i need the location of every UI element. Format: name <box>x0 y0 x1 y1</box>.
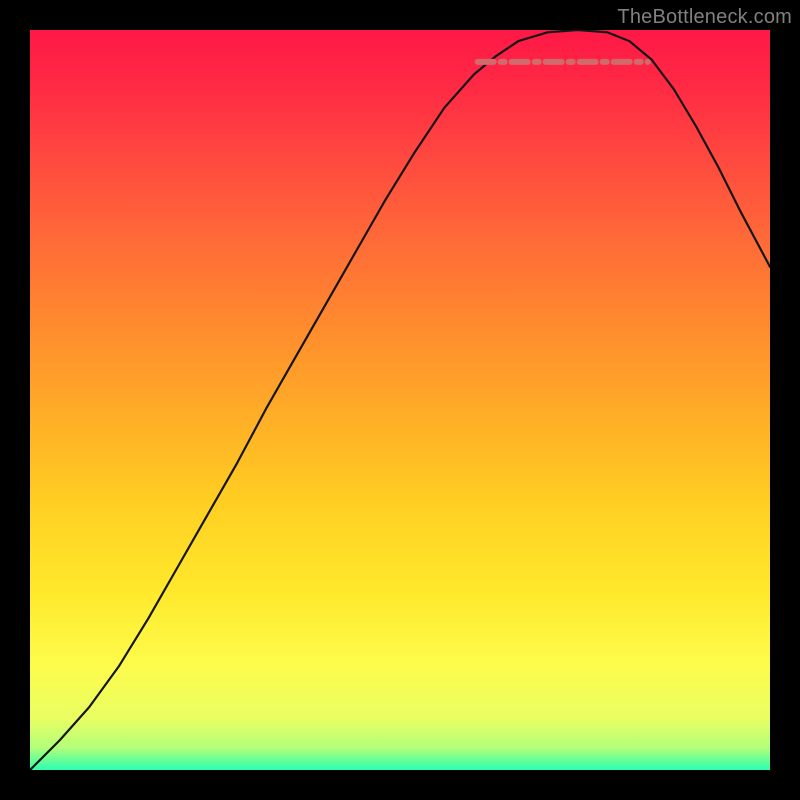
bottleneck-curve <box>30 30 770 770</box>
watermark-text: TheBottleneck.com <box>617 6 792 29</box>
chart-area <box>30 30 770 770</box>
